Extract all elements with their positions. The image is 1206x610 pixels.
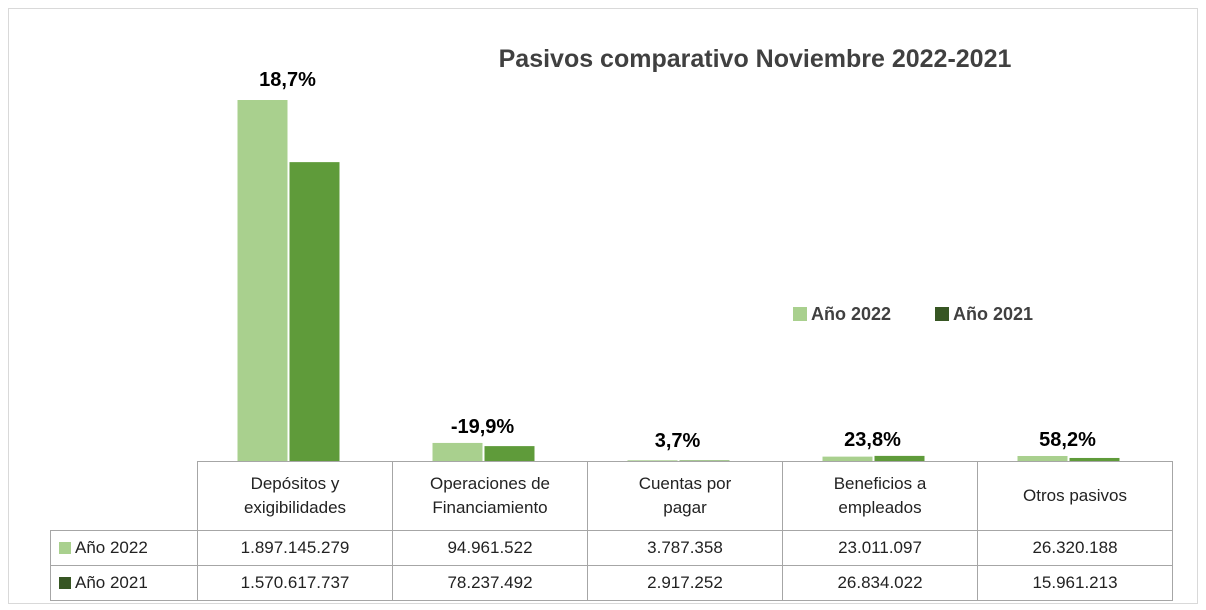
table-series-cell: Año 2022 — [50, 530, 198, 566]
table-series-cell: Año 2021 — [50, 565, 198, 601]
annotation: 3,7% — [655, 430, 701, 452]
series-label: Año 2021 — [75, 573, 148, 592]
category-label: Depósitos y exigibilidades — [243, 474, 347, 517]
table-value: 26.320.188 — [977, 530, 1173, 566]
table-category-cell: Otros pasivos — [977, 461, 1173, 531]
data-table: Depósitos y exigibilidades Operaciones de… — [50, 461, 1173, 601]
table-value: 3.787.358 — [587, 530, 783, 566]
bar — [679, 460, 730, 461]
legend-label: Año 2021 — [953, 304, 1033, 324]
legend-swatch — [59, 577, 71, 589]
table-value: 2.917.252 — [587, 565, 783, 601]
category-label: Beneficios a empleados — [833, 474, 927, 517]
table-category-cell: Depósitos y exigibilidades — [197, 461, 393, 531]
table-value: 1.897.145.279 — [197, 530, 393, 566]
table-corner — [50, 461, 198, 531]
bar — [289, 162, 340, 461]
annotation: 23,8% — [844, 429, 901, 451]
bar — [484, 446, 535, 461]
bar — [1069, 457, 1120, 461]
table-value: 15.961.213 — [977, 565, 1173, 601]
legend-swatch — [59, 542, 71, 554]
bar — [822, 456, 873, 461]
category-label: Operaciones de Financiamiento — [429, 474, 551, 517]
bar — [874, 455, 925, 461]
legend-swatch — [935, 307, 949, 321]
table-value: 26.834.022 — [782, 565, 978, 601]
table-category-cell: Cuentas por pagar — [587, 461, 783, 531]
bar — [432, 442, 483, 461]
bar — [627, 460, 678, 461]
category-label: Cuentas por pagar — [638, 474, 732, 517]
table-row: Año 2021 1.570.617.737 78.237.492 2.917.252… — [50, 565, 1173, 601]
chart-title: Pasivos comparativo Noviembre 2022-2021 — [499, 45, 1012, 73]
annotation: -19,9% — [451, 416, 515, 438]
table-row: Año 2022 1.897.145.279 94.961.522 3.787.358… — [50, 530, 1173, 566]
annotation: 18,7% — [259, 69, 316, 91]
series-label: Año 2022 — [75, 538, 148, 557]
table-header-row: Depósitos y exigibilidades Operaciones de… — [50, 461, 1173, 531]
table-value: 1.570.617.737 — [197, 565, 393, 601]
bar — [1017, 455, 1068, 461]
table-category-cell: Beneficios a empleados — [782, 461, 978, 531]
table-value: 78.237.492 — [392, 565, 588, 601]
chart-frame — [8, 8, 1198, 604]
bar — [237, 100, 288, 461]
table-category-cell: Operaciones de Financiamiento — [392, 461, 588, 531]
category-label: Otros pasivos — [1023, 486, 1127, 505]
table-value: 94.961.522 — [392, 530, 588, 566]
legend-swatch — [793, 307, 807, 321]
table-value: 23.011.097 — [782, 530, 978, 566]
annotation: 58,2% — [1039, 429, 1096, 451]
legend-label: Año 2022 — [811, 304, 891, 324]
